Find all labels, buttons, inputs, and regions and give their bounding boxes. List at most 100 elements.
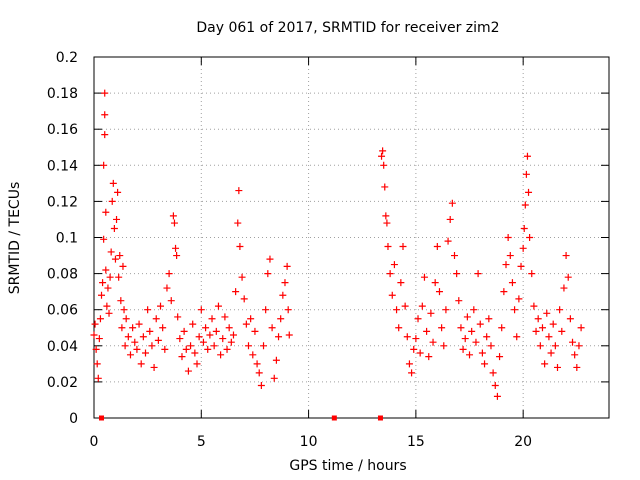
data-point — [423, 327, 431, 335]
data-point — [388, 291, 396, 299]
data-point — [104, 284, 112, 292]
data-point — [380, 161, 388, 169]
data-point — [161, 345, 169, 353]
data-point — [506, 252, 514, 260]
data-point — [101, 89, 109, 97]
x-tick-label: 5 — [197, 434, 206, 450]
data-point — [223, 345, 231, 353]
zero-marker — [377, 415, 383, 421]
y-tick-label: 0.1 — [56, 231, 78, 247]
data-point — [543, 309, 551, 317]
data-point — [95, 335, 103, 343]
data-point — [463, 313, 471, 321]
data-point — [247, 315, 255, 323]
data-point — [165, 270, 173, 278]
data-point — [253, 360, 261, 368]
data-point — [113, 215, 121, 223]
data-point — [189, 320, 197, 328]
data-point — [442, 306, 450, 314]
y-tick-label: 0.02 — [47, 375, 78, 391]
data-point — [102, 266, 110, 274]
data-point — [105, 309, 113, 317]
data-point — [91, 320, 99, 328]
data-point — [236, 243, 244, 251]
y-tick-label: 0.14 — [47, 158, 78, 174]
data-point — [532, 327, 540, 335]
data-point — [384, 243, 392, 251]
data-point — [159, 324, 167, 332]
data-point — [560, 284, 568, 292]
data-point — [383, 219, 391, 227]
data-point — [420, 273, 428, 281]
data-point — [493, 392, 501, 400]
data-point — [472, 338, 480, 346]
data-point — [178, 353, 186, 361]
data-point — [184, 367, 192, 375]
data-point — [245, 342, 252, 350]
data-point — [122, 315, 130, 323]
data-point — [154, 336, 162, 344]
data-point — [566, 315, 574, 323]
data-point — [558, 327, 566, 335]
data-point — [98, 291, 106, 299]
data-point — [414, 315, 422, 323]
data-point — [517, 262, 525, 270]
data-point — [448, 199, 456, 207]
data-point — [234, 219, 242, 227]
data-point — [481, 360, 489, 368]
data-point — [229, 331, 237, 339]
x-tick-label: 0 — [90, 434, 99, 450]
data-point — [172, 244, 180, 252]
data-point — [418, 302, 426, 310]
data-point — [556, 306, 564, 314]
data-point — [173, 252, 181, 260]
data-point — [255, 369, 263, 377]
data-point — [195, 333, 203, 341]
data-point — [502, 261, 510, 269]
y-tick-label: 0 — [69, 411, 78, 427]
data-point — [573, 363, 581, 371]
data-point — [96, 315, 104, 323]
data-point — [240, 295, 248, 303]
data-point — [107, 248, 115, 256]
data-point — [266, 255, 274, 263]
data-point — [148, 342, 156, 350]
data-point — [405, 360, 413, 368]
data-point — [521, 201, 529, 209]
data-point — [525, 188, 533, 196]
data-point — [124, 333, 132, 341]
data-point — [283, 262, 291, 270]
data-point — [390, 261, 398, 269]
data-point — [118, 324, 126, 332]
data-point — [131, 338, 139, 346]
grid — [94, 57, 609, 418]
data-point — [279, 291, 287, 299]
x-tick-label: 10 — [300, 434, 318, 450]
data-point — [577, 324, 585, 332]
data-point — [429, 338, 437, 346]
data-point — [126, 351, 134, 359]
data-point — [519, 244, 527, 252]
data-point — [530, 302, 538, 310]
data-point — [425, 353, 433, 361]
data-point — [182, 345, 190, 353]
data-point — [106, 273, 114, 281]
data-point — [451, 252, 458, 260]
data-point — [100, 235, 108, 243]
data-point — [508, 279, 516, 287]
data-point — [470, 306, 478, 314]
data-point — [174, 313, 182, 321]
data-point — [446, 215, 454, 223]
data-point — [491, 382, 499, 390]
data-point — [202, 324, 210, 332]
data-point — [520, 224, 528, 232]
data-point — [461, 335, 469, 343]
data-point — [262, 306, 270, 314]
data-point — [277, 315, 285, 323]
data-point — [489, 369, 497, 377]
data-point — [522, 170, 530, 178]
data-point — [197, 306, 205, 314]
data-point — [221, 313, 229, 321]
data-point — [219, 335, 227, 343]
